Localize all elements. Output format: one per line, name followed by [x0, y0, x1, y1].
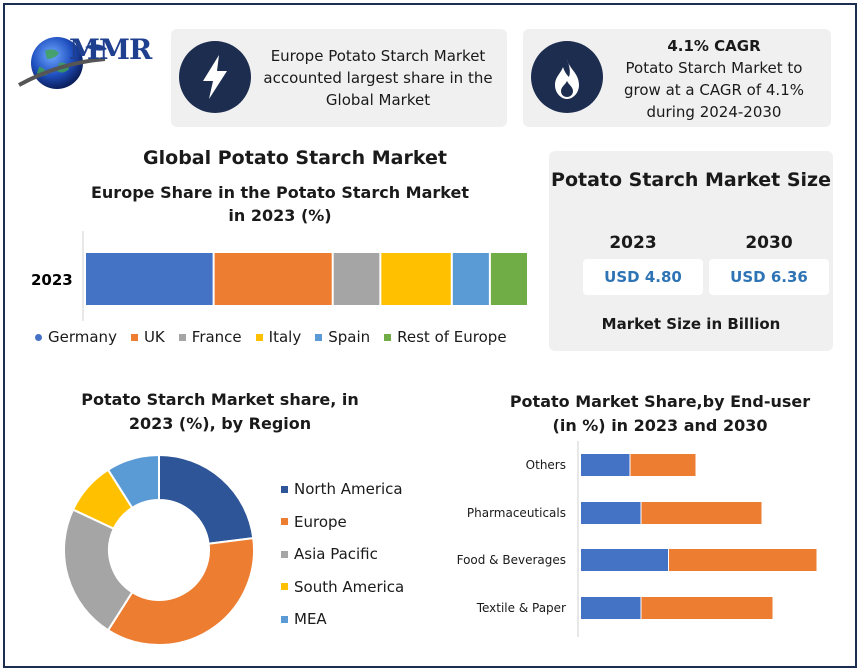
cagr-title: 4.1% CAGR	[667, 37, 761, 55]
legend-swatch	[281, 615, 288, 623]
legend-label: North America	[294, 480, 403, 499]
legend-item-france: France	[178, 328, 242, 346]
legend-item-asia-pacific: Asia Pacific	[281, 538, 404, 571]
region-donut-chart	[63, 453, 255, 646]
bar-food-beverages-series-1	[581, 549, 668, 571]
legend-label: France	[191, 328, 242, 346]
donut-slice-europe	[106, 536, 255, 646]
europe-share-callout: Europe Potato Starch Market accounted la…	[171, 29, 507, 127]
legend-swatch	[178, 333, 186, 341]
logo-text: MMR	[69, 33, 152, 66]
legend-item-europe: Europe	[281, 506, 404, 539]
bar-segment-rest-of-europe	[490, 253, 527, 305]
value-2023: USD 4.80	[583, 259, 703, 295]
legend-item-north-america: North America	[281, 473, 404, 506]
bar-segment-france	[333, 253, 380, 305]
bar-textile-paper-series-1	[581, 597, 641, 619]
legend-label: Italy	[268, 328, 302, 346]
infographic-frame: MMR Europe Potato Starch Market accounte…	[3, 3, 857, 668]
lightning-icon	[179, 41, 251, 113]
bar-textile-paper-series-2	[641, 597, 773, 619]
bar-others-series-1	[581, 454, 630, 476]
year-2023-label: 2023	[609, 233, 657, 253]
legend-label: Rest of Europe	[397, 328, 507, 346]
flame-icon	[531, 41, 603, 113]
category-label-food-beverages: Food & Beverages	[457, 553, 566, 567]
bar-food-beverages-series-2	[669, 549, 817, 571]
value-2030: USD 6.36	[709, 259, 829, 295]
legend-swatch	[281, 518, 288, 526]
category-label-others: Others	[526, 458, 566, 472]
legend-swatch	[384, 333, 392, 341]
legend-item-mea: MEA	[281, 603, 404, 636]
legend-label: MEA	[294, 610, 327, 629]
bar-pharmaceuticals-series-2	[641, 502, 762, 524]
donut-slice-north-america	[158, 453, 255, 545]
bar-pharmaceuticals-series-1	[581, 502, 641, 524]
legend-item-spain: Spain	[315, 328, 370, 346]
bar-segment-italy	[381, 253, 451, 305]
legend-label: Asia Pacific	[294, 545, 378, 564]
legend-swatch	[35, 333, 42, 341]
legend-item-germany: Germany	[35, 328, 117, 346]
cagr-text-block: 4.1% CAGR Potato Starch Market to grow a…	[607, 35, 821, 123]
main-title: Global Potato Starch Market	[143, 147, 447, 169]
mmr-globe-logo	[18, 37, 107, 89]
region-chart-title: Potato Starch Market share, in 2023 (%),…	[81, 390, 359, 433]
legend-swatch	[281, 550, 288, 558]
category-label-2023: 2023	[31, 271, 73, 289]
legend-swatch	[130, 333, 138, 341]
legend-item-south-america: South America	[281, 571, 404, 604]
bar-segment-germany	[86, 253, 213, 305]
europe-chart-title: Europe Share in the Potato Starch Market…	[90, 183, 469, 225]
cagr-text: Potato Starch Market to grow at a CAGR o…	[624, 59, 804, 121]
legend-label: UK	[143, 328, 165, 346]
legend-item-rest-of-europe: Rest of Europe	[384, 328, 507, 346]
legend-item-uk: UK	[130, 328, 165, 346]
donut-slice-mea	[106, 453, 160, 510]
bar-segment-uk	[214, 253, 332, 305]
legend-swatch	[315, 333, 323, 341]
bar-others-series-2	[630, 454, 696, 476]
europe-chart-legend: Germany UK France Italy Spain Rest of Europe	[35, 328, 555, 346]
europe-share-text: Europe Potato Starch Market accounted la…	[263, 47, 493, 109]
region-chart-legend: North America Europe Asia Pacific South Ame…	[281, 473, 404, 636]
legend-label: Spain	[328, 328, 371, 346]
category-label-pharmaceuticals: Pharmaceuticals	[467, 506, 566, 520]
market-size-title: Potato Starch Market Size	[551, 169, 831, 191]
legend-item-italy: Italy	[255, 328, 302, 346]
legend-swatch	[255, 333, 263, 341]
legend-label: South America	[294, 577, 405, 596]
bar-segment-spain	[452, 253, 489, 305]
legend-label: Europe	[294, 512, 347, 531]
legend-swatch	[281, 583, 288, 591]
year-2030-label: 2030	[745, 233, 793, 253]
enduser-bar-chart: Others Pharmaceuticals Food & Beverages Tex…	[457, 441, 817, 637]
cagr-callout: 4.1% CAGR Potato Starch Market to grow a…	[523, 29, 831, 127]
category-label-textile-paper: Textile & Paper	[476, 601, 566, 615]
europe-stacked-bar-chart: 2023	[31, 231, 527, 321]
legend-label: Germany	[48, 328, 117, 346]
market-size-caption: Market Size in Billion	[601, 315, 781, 333]
legend-swatch	[281, 485, 288, 493]
market-size-panel: Potato Starch Market Size 2023 2030 USD …	[549, 151, 833, 351]
enduser-chart-title: Potato Market Share,by End-user (in %) i…	[509, 392, 811, 435]
